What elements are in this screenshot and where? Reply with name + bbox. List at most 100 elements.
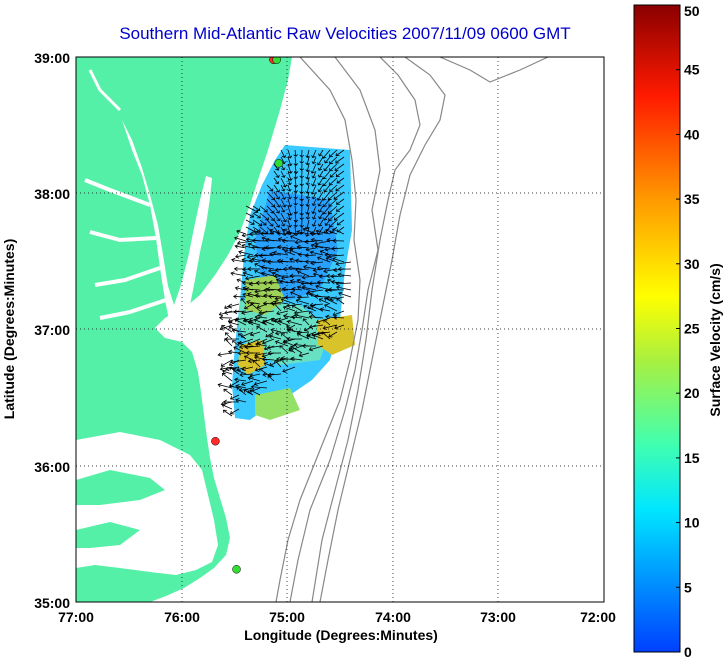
- colorbar: 0 5 10 15 20 25 30 35 40 45 50 Surface Velocity (c…: [633, 3, 723, 659]
- vector-arrow: [266, 212, 275, 221]
- vector-arrowhead: [329, 188, 334, 192]
- vector-arrowhead: [293, 342, 298, 348]
- vector-arrow: [336, 177, 345, 184]
- vector-arrowhead: [260, 271, 266, 276]
- vector-arrow: [237, 279, 247, 284]
- vector-arrowhead: [247, 376, 252, 381]
- vector-arrow: [302, 286, 317, 291]
- vector-arrowhead: [293, 224, 298, 228]
- vector-arrow: [318, 177, 324, 186]
- vector-arrowhead: [324, 288, 329, 293]
- vector-arrow: [294, 226, 297, 236]
- vector-arrowhead: [332, 228, 337, 233]
- vector-arrowhead: [266, 286, 271, 292]
- vector-arrowhead: [225, 366, 230, 372]
- vector-arrowhead: [279, 279, 284, 284]
- vector-arrowhead: [258, 310, 263, 315]
- vector-arrow: [283, 340, 296, 347]
- vector-arrowhead: [279, 259, 284, 264]
- vector-arrow: [252, 205, 260, 211]
- vector-arrowhead: [275, 278, 281, 283]
- vector-arrowhead: [275, 189, 281, 193]
- vector-arrow: [273, 212, 280, 221]
- vector-arrow: [280, 149, 286, 158]
- vector-arrow: [245, 275, 261, 280]
- vector-arrowhead: [335, 285, 341, 290]
- vector-arrowhead: [273, 318, 279, 323]
- vector-arrow: [259, 205, 268, 213]
- vector-arrowhead: [282, 204, 287, 208]
- vector-arrowhead: [323, 268, 328, 274]
- vector-arrow: [311, 184, 317, 195]
- vector-arrow: [283, 306, 296, 312]
- vector-arrowhead: [227, 349, 233, 355]
- vector-arrow: [296, 299, 310, 305]
- vector-arrow: [334, 212, 345, 221]
- vector-arrow: [233, 296, 247, 298]
- vector-arrowhead: [293, 171, 299, 174]
- vector-arrowhead: [228, 320, 233, 325]
- x-tick-label: 76:00: [164, 609, 200, 625]
- vector-arrowhead: [322, 211, 327, 215]
- vector-arrowhead: [264, 245, 270, 250]
- vector-arrow: [232, 368, 247, 375]
- vector-arrow: [303, 318, 310, 326]
- vector-arrow: [245, 212, 254, 218]
- vector-arrow: [251, 386, 268, 389]
- vector-arrowhead: [238, 333, 243, 337]
- vector-arrow: [265, 331, 275, 338]
- vector-arrow: [242, 366, 254, 371]
- vector-arrowhead: [316, 280, 321, 285]
- vector-arrowhead: [316, 197, 321, 201]
- vector-arrowhead: [317, 203, 322, 207]
- vector-arrow: [274, 319, 289, 326]
- vector-arrowhead: [311, 203, 317, 207]
- vector-arrowhead: [293, 184, 299, 188]
- x-tick-label: 74:00: [375, 609, 411, 625]
- vector-arrow: [329, 149, 338, 158]
- vector-arrow: [273, 226, 279, 233]
- vector-arrow: [253, 360, 261, 368]
- vector-arrow: [312, 170, 317, 179]
- vector-arrowhead: [310, 191, 315, 195]
- vector-arrowhead: [299, 154, 304, 158]
- vector-arrowhead: [276, 204, 281, 208]
- vector-arrowhead: [263, 293, 268, 298]
- vector-arrowhead: [311, 155, 316, 159]
- vector-arrowhead: [288, 249, 294, 253]
- vector-arrowhead: [258, 313, 263, 317]
- vector-arrowhead: [319, 307, 324, 312]
- vector-arrowhead: [256, 325, 261, 330]
- vector-arrowhead: [244, 276, 250, 281]
- vector-arrowhead: [273, 273, 278, 279]
- vector-arrow: [313, 334, 324, 340]
- vector-arrowhead: [241, 381, 246, 387]
- vector-arrowhead: [262, 222, 267, 226]
- vector-arrow: [252, 219, 262, 227]
- vector-arrowhead: [261, 258, 266, 263]
- vector-arrow: [306, 149, 310, 158]
- vector-arrowhead: [332, 238, 337, 244]
- vector-arrowhead: [242, 292, 247, 298]
- vector-arrowhead: [311, 216, 317, 220]
- vector-arrow: [287, 198, 291, 207]
- vector-arrowhead: [269, 230, 274, 234]
- vector-arrow: [262, 358, 275, 361]
- vector-arrowhead: [334, 325, 339, 330]
- vector-arrow: [230, 408, 240, 415]
- vector-arrowhead: [328, 333, 333, 338]
- vector-arrowhead: [310, 260, 315, 266]
- vector-arrowhead: [290, 345, 295, 350]
- vector-arrowhead: [290, 291, 295, 296]
- vector-arrow: [318, 219, 324, 227]
- vector-arrowhead: [301, 274, 306, 280]
- vector-arrowhead: [336, 298, 341, 302]
- vector-arrowhead: [275, 210, 281, 214]
- vector-arrowhead: [322, 203, 327, 208]
- vector-arrowhead: [282, 368, 287, 373]
- vector-arrowhead: [256, 215, 261, 219]
- vector-arrow: [248, 377, 261, 382]
- vector-arrowhead: [242, 267, 247, 272]
- vector-arrowhead: [234, 318, 239, 323]
- vector-arrowhead: [255, 280, 260, 286]
